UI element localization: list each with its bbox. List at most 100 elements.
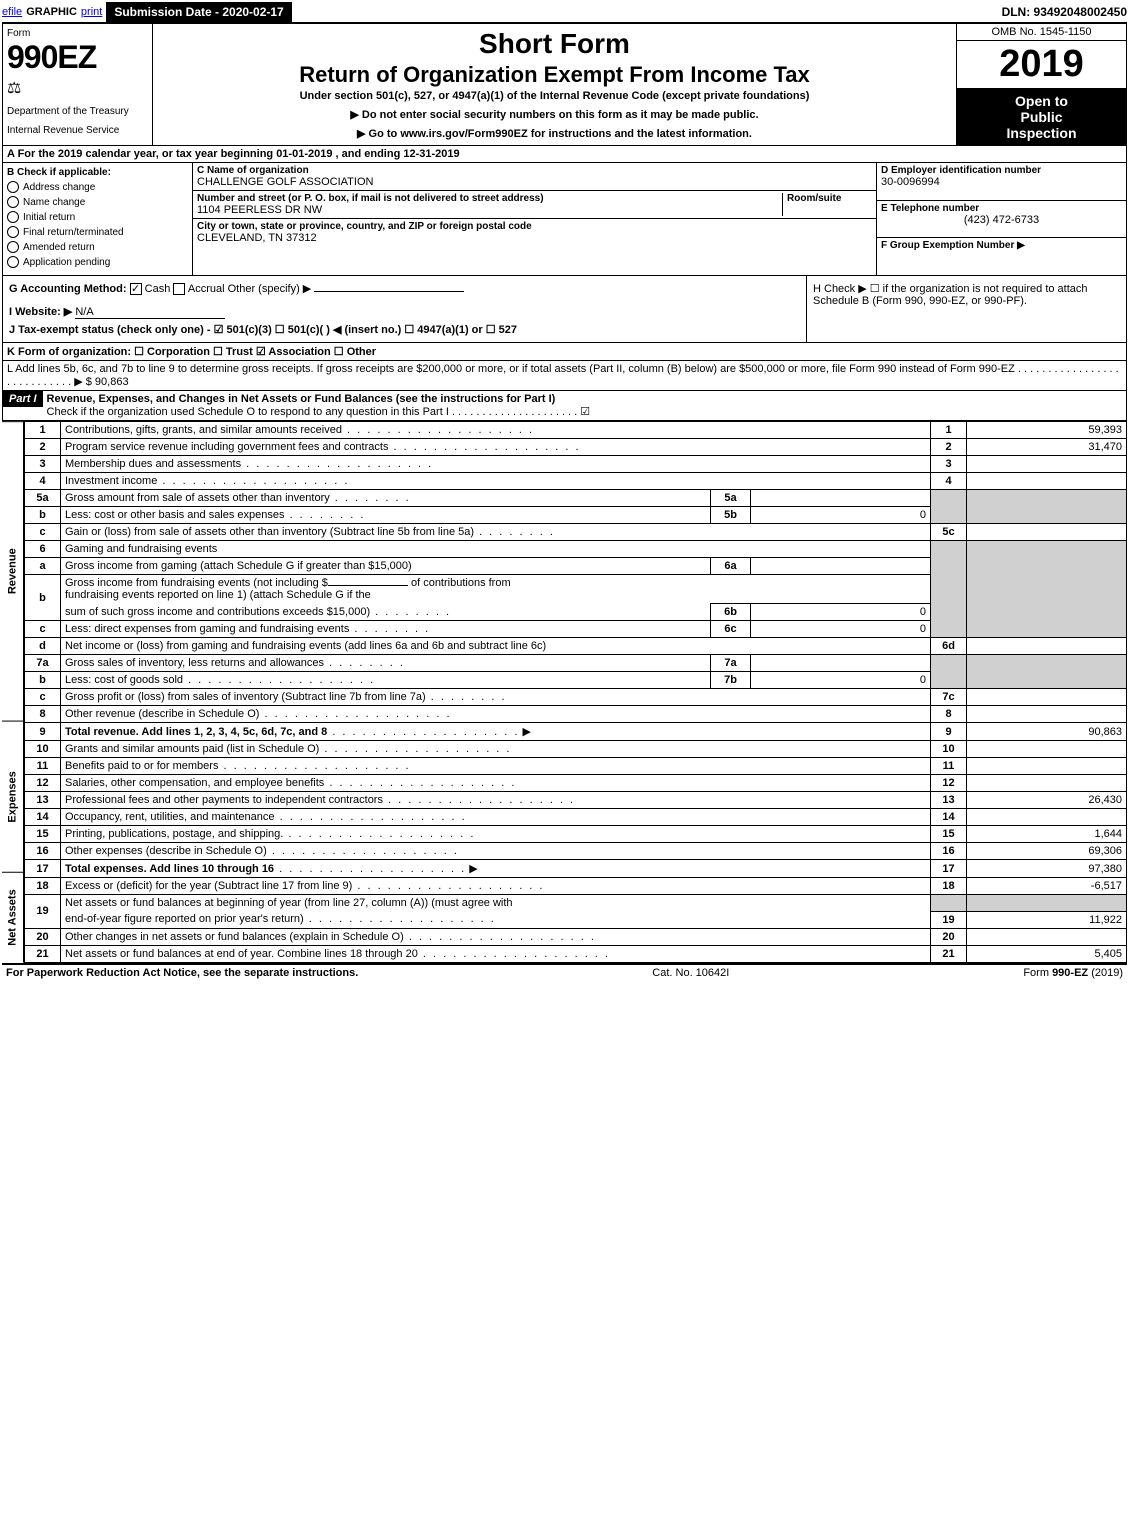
irs-label: Internal Revenue Service [7,125,148,136]
line-14: 14 Occupancy, rent, utilities, and maint… [25,809,1127,826]
return-title: Return of Organization Exempt From Incom… [161,62,948,88]
open-to: Open to [961,93,1122,109]
title-box: Short Form Return of Organization Exempt… [153,24,956,145]
public: Public [961,109,1122,125]
city-label: City or town, state or province, country… [197,221,872,232]
line-18-val: -6,517 [967,878,1127,895]
col-def: D Employer identification number 30-0096… [876,163,1126,275]
line-5c: c Gain or (loss) from sale of assets oth… [25,524,1127,541]
under-section: Under section 501(c), 527, or 4947(a)(1)… [161,90,948,102]
efile-link[interactable]: efile [2,6,22,18]
instruct-2: ▶ Go to www.irs.gov/Form990EZ for instru… [161,127,948,140]
street-label: Number and street (or P. O. box, if mail… [197,193,782,204]
group-row: F Group Exemption Number ▶ [877,238,1126,275]
tax-exempt-status: J Tax-exempt status (check only one) - ☑… [9,324,517,336]
line-1: 1 Contributions, gifts, grants, and simi… [25,422,1127,439]
street-row: Number and street (or P. O. box, if mail… [193,191,876,219]
line-3: 3 Membership dues and assessments 3 [25,456,1127,473]
street-val: 1104 PEERLESS DR NW [197,204,782,216]
chk-amended-return[interactable]: Amended return [7,241,188,253]
line-15: 15 Printing, publications, postage, and … [25,826,1127,843]
footer-mid: Cat. No. 10642I [652,967,729,979]
col-g: G Accounting Method: Cash Accrual Other … [3,276,806,342]
side-expenses: Expenses [2,721,24,872]
org-name-row: C Name of organization CHALLENGE GOLF AS… [193,163,876,191]
line-9: 9 Total revenue. Add lines 1, 2, 3, 4, 5… [25,723,1127,741]
inspection: Inspection [961,125,1122,141]
chk-application-pending[interactable]: Application pending [7,256,188,268]
instruct-1: ▶ Do not enter social security numbers o… [161,108,948,121]
top-bar: efile GRAPHIC print Submission Date - 20… [2,2,1127,22]
cash-label: Cash [145,283,171,295]
part-i-header: Part I Revenue, Expenses, and Changes in… [2,391,1127,421]
ein-val: 30-0096994 [881,176,1122,188]
tax-year: 2019 [957,41,1126,89]
col-c-org-info: C Name of organization CHALLENGE GOLF AS… [193,163,876,275]
line-8: 8 Other revenue (describe in Schedule O)… [25,706,1127,723]
other-label: Other (specify) ▶ [228,283,312,295]
chk-accrual[interactable] [173,283,185,295]
row-j: J Tax-exempt status (check only one) - ☑… [9,323,800,336]
main-table: Revenue Expenses Net Assets 1 Contributi… [2,421,1127,963]
org-name-label: C Name of organization [197,165,872,176]
website-val: N/A [75,306,225,319]
line-2: 2 Program service revenue including gove… [25,439,1127,456]
line-6c-val: 0 [751,621,931,638]
line-20: 20 Other changes in net assets or fund b… [25,928,1127,945]
line-6b-val: 0 [751,604,931,621]
accounting-label: G Accounting Method: [9,283,127,295]
line-6d: d Net income or (loss) from gaming and f… [25,638,1127,655]
dept-treasury: Department of the Treasury [7,106,148,117]
short-form-title: Short Form [161,28,948,60]
group-label: F Group Exemption Number ▶ [881,240,1122,251]
part-i-label: Part I [3,391,43,407]
line-21-val: 5,405 [967,945,1127,962]
line-18: 18 Excess or (deficit) for the year (Sub… [25,878,1127,895]
line-12: 12 Salaries, other compensation, and emp… [25,775,1127,792]
form-label: Form [7,28,148,39]
city-val: CLEVELAND, TN 37312 [197,232,872,244]
chk-cash[interactable] [130,283,142,295]
line-4: 4 Investment income 4 [25,473,1127,490]
line-7a: 7a Gross sales of inventory, less return… [25,655,1127,672]
col-b-checkboxes: B Check if applicable: Address change Na… [3,163,193,275]
omb-box: OMB No. 1545-1150 2019 Open to Public In… [956,24,1126,145]
chk-name-change[interactable]: Name change [7,196,188,208]
line-7b-val: 0 [751,672,931,689]
line-7c: c Gross profit or (loss) from sales of i… [25,689,1127,706]
omb-label: OMB No. 1545-1150 [957,24,1126,41]
line-15-val: 1,644 [967,826,1127,843]
phone-label: E Telephone number [881,203,1122,214]
line-1-val: 59,393 [967,422,1127,439]
submission-date-btn[interactable]: Submission Date - 2020-02-17 [106,2,291,22]
accrual-label: Accrual [188,283,225,295]
footer-right: Form 990-EZ (2019) [1023,967,1123,979]
line-17: 17 Total expenses. Add lines 10 through … [25,860,1127,878]
line-19-val: 11,922 [967,911,1127,928]
row-k: K Form of organization: ☐ Corporation ☐ … [2,343,1127,361]
line-6: 6 Gaming and fundraising events [25,541,1127,558]
chk-address-change[interactable]: Address change [7,181,188,193]
chk-final-return[interactable]: Final return/terminated [7,226,188,238]
row-g: G Accounting Method: Cash Accrual Other … [9,282,800,295]
info-block: B Check if applicable: Address change Na… [2,163,1127,276]
col-b-header: B Check if applicable: [7,167,188,178]
form-number-box: Form 990EZ ⚖ Department of the Treasury … [3,24,153,145]
row-i: I Website: ▶ N/A [9,305,800,319]
graphic-label: GRAPHIC [26,6,77,18]
row-a-calendar-year: A For the 2019 calendar year, or tax yea… [2,146,1127,163]
line-9-val: 90,863 [967,723,1127,741]
line-5a: 5a Gross amount from sale of assets othe… [25,490,1127,507]
chk-initial-return[interactable]: Initial return [7,211,188,223]
page-footer: For Paperwork Reduction Act Notice, see … [2,963,1127,981]
row-h: H Check ▶ ☐ if the organization is not r… [813,282,1120,307]
side-netassets: Net Assets [2,872,24,963]
line-16-val: 69,306 [967,843,1127,860]
footer-left: For Paperwork Reduction Act Notice, see … [6,967,358,979]
dln-label: DLN: 93492048002450 [1002,5,1127,19]
form-header: Form 990EZ ⚖ Department of the Treasury … [2,22,1127,146]
other-specify-input[interactable] [314,291,464,292]
lines-table: 1 Contributions, gifts, grants, and simi… [24,421,1127,963]
side-revenue: Revenue [2,421,24,721]
print-link[interactable]: print [81,6,102,18]
